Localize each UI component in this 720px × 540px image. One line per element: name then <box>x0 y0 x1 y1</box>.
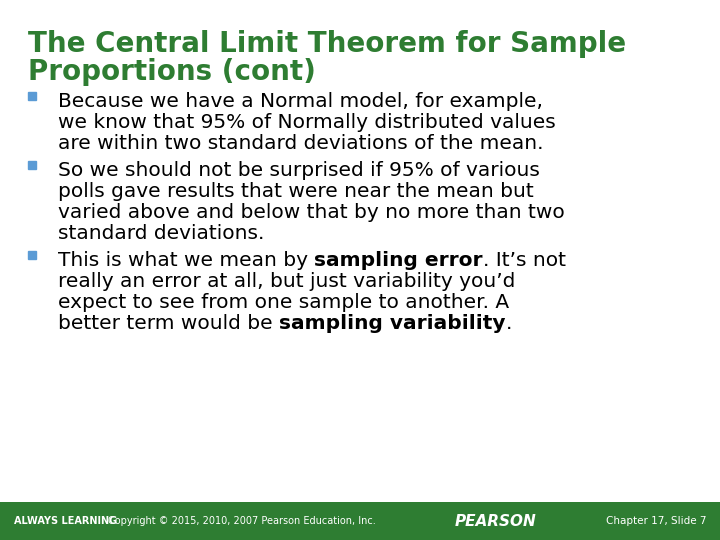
Text: really an error at all, but just variability you’d: really an error at all, but just variabi… <box>58 272 516 291</box>
Text: standard deviations.: standard deviations. <box>58 224 264 243</box>
Text: sampling variability: sampling variability <box>279 314 505 333</box>
Text: we know that 95% of Normally distributed values: we know that 95% of Normally distributed… <box>58 113 556 132</box>
Text: ALWAYS LEARNING: ALWAYS LEARNING <box>14 516 117 526</box>
Text: The Central Limit Theorem for Sample: The Central Limit Theorem for Sample <box>28 30 626 58</box>
Text: Chapter 17, Slide 7: Chapter 17, Slide 7 <box>606 516 706 526</box>
Text: So we should not be surprised if 95% of various: So we should not be surprised if 95% of … <box>58 161 540 180</box>
Text: Proportions (cont): Proportions (cont) <box>28 58 316 86</box>
Text: varied above and below that by no more than two: varied above and below that by no more t… <box>58 203 564 222</box>
Text: .: . <box>505 314 512 333</box>
Text: Because we have a Normal model, for example,: Because we have a Normal model, for exam… <box>58 92 543 111</box>
Text: expect to see from one sample to another. A: expect to see from one sample to another… <box>58 293 509 312</box>
Text: are within two standard deviations of the mean.: are within two standard deviations of th… <box>58 134 544 153</box>
Text: . It’s not: . It’s not <box>483 251 566 270</box>
Text: Copyright © 2015, 2010, 2007 Pearson Education, Inc.: Copyright © 2015, 2010, 2007 Pearson Edu… <box>108 516 376 526</box>
Text: better term would be: better term would be <box>58 314 279 333</box>
Text: PEARSON: PEARSON <box>455 514 536 529</box>
Bar <box>0 502 720 540</box>
Text: This is what we mean by: This is what we mean by <box>58 251 315 270</box>
Text: sampling error: sampling error <box>315 251 483 270</box>
Text: polls gave results that were near the mean but: polls gave results that were near the me… <box>58 182 534 201</box>
